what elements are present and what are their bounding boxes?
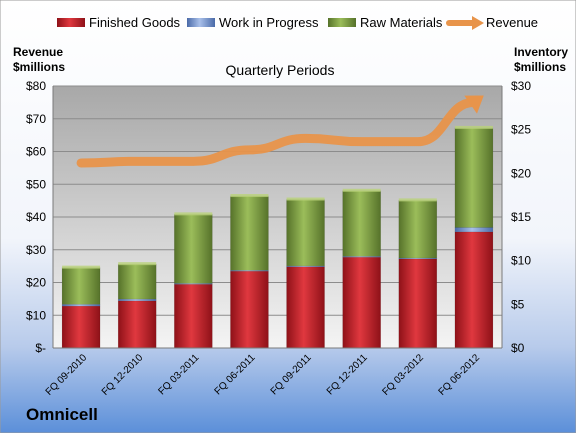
bar-raw-materials-fq-12-2010 bbox=[117, 263, 157, 300]
bar-raw-materials-fq-09-2010 bbox=[61, 267, 101, 305]
right-tick-label: $0 bbox=[511, 341, 525, 355]
bar-top-cap bbox=[230, 194, 269, 198]
legend-swatch-raw-materials bbox=[328, 18, 356, 27]
left-tick-label: $60 bbox=[26, 145, 46, 159]
chart-subtitle: Quarterly Periods bbox=[226, 62, 335, 78]
bar-finished-goods-fq-09-2010 bbox=[61, 305, 101, 349]
bar-top-cap bbox=[62, 265, 101, 269]
legend-label-work-in-progress: Work in Progress bbox=[219, 15, 319, 30]
revenue-arrowhead bbox=[464, 95, 484, 114]
bar-raw-materials-fq-06-2011 bbox=[230, 195, 269, 271]
right-tick-label: $10 bbox=[511, 254, 531, 268]
bars bbox=[61, 125, 494, 349]
bar-finished-goods-fq-06-2011 bbox=[230, 270, 269, 349]
legend-label-revenue: Revenue bbox=[486, 15, 538, 30]
left-tick-label: $80 bbox=[26, 79, 46, 93]
right-axis-title-line1: Inventory bbox=[514, 45, 568, 59]
left-axis-title-line2: $millions bbox=[13, 60, 65, 74]
right-tick-label: $20 bbox=[511, 166, 531, 180]
bar-finished-goods-fq-06-2012 bbox=[454, 231, 494, 349]
left-tick-label: $20 bbox=[26, 276, 46, 290]
legend-item-work-in-progress: Work in Progress bbox=[187, 15, 319, 30]
left-tick-label: $30 bbox=[26, 243, 46, 257]
bar-finished-goods-fq-12-2010 bbox=[117, 300, 157, 349]
bar-raw-materials-fq-09-2011 bbox=[286, 199, 325, 267]
legend-label-raw-materials: Raw Materials bbox=[360, 15, 443, 30]
left-axis-ticks: $- $10 $20 $30 $40 $50 $60 $70 $80 bbox=[26, 79, 46, 355]
legend-item-raw-materials: Raw Materials bbox=[328, 15, 443, 30]
bar-finished-goods-fq-12-2011 bbox=[342, 256, 381, 349]
legend-item-revenue: Revenue bbox=[446, 15, 538, 30]
bar-raw-materials-fq-12-2011 bbox=[342, 190, 381, 257]
bar-work-in-progress-fq-09-2010 bbox=[61, 304, 101, 307]
bar-top-cap bbox=[398, 198, 437, 202]
legend-item-finished-goods: Finished Goods bbox=[57, 15, 181, 30]
right-tick-label: $30 bbox=[511, 79, 531, 93]
legend-swatch-work-in-progress bbox=[187, 18, 215, 27]
bar-top-cap bbox=[454, 125, 493, 129]
right-tick-label: $15 bbox=[511, 210, 531, 224]
legend-swatch-finished-goods bbox=[57, 18, 85, 27]
legend-label-finished-goods: Finished Goods bbox=[89, 15, 181, 30]
right-tick-label: $5 bbox=[511, 297, 525, 311]
right-axis-title-line2: $millions bbox=[514, 60, 566, 74]
bar-work-in-progress-fq-12-2010 bbox=[117, 298, 157, 302]
bar-top-cap bbox=[342, 188, 381, 192]
left-tick-label: $50 bbox=[26, 177, 46, 191]
bar-finished-goods-fq-09-2011 bbox=[286, 266, 325, 349]
left-tick-label: $70 bbox=[26, 112, 46, 126]
legend-arrowhead-revenue bbox=[472, 16, 484, 30]
bar-work-in-progress-fq-06-2012 bbox=[454, 227, 494, 233]
bar-work-in-progress-fq-06-2011 bbox=[230, 270, 269, 272]
left-axis-title-line1: Revenue bbox=[13, 45, 63, 59]
bar-raw-materials-fq-03-2011 bbox=[174, 214, 213, 284]
left-tick-label: $- bbox=[35, 341, 46, 355]
bar-top-cap bbox=[174, 212, 213, 216]
left-tick-label: $10 bbox=[26, 308, 46, 322]
right-tick-label: $25 bbox=[511, 123, 531, 137]
bar-top-cap bbox=[118, 262, 157, 266]
bar-raw-materials-fq-03-2012 bbox=[398, 200, 438, 259]
bar-finished-goods-fq-03-2012 bbox=[398, 258, 438, 349]
bar-raw-materials-fq-06-2012 bbox=[454, 127, 494, 228]
right-axis-ticks: $0 $5 $10 $15 $20 $25 $30 bbox=[511, 79, 531, 355]
left-tick-label: $40 bbox=[26, 210, 46, 224]
revenue-line bbox=[76, 95, 484, 168]
bar-finished-goods-fq-03-2011 bbox=[174, 283, 213, 349]
legend: Finished Goods Work in Progress Raw Mate… bbox=[57, 15, 538, 30]
revenue-series-line bbox=[76, 97, 479, 168]
company-name: Omnicell bbox=[26, 405, 98, 424]
bar-top-cap bbox=[286, 197, 325, 201]
